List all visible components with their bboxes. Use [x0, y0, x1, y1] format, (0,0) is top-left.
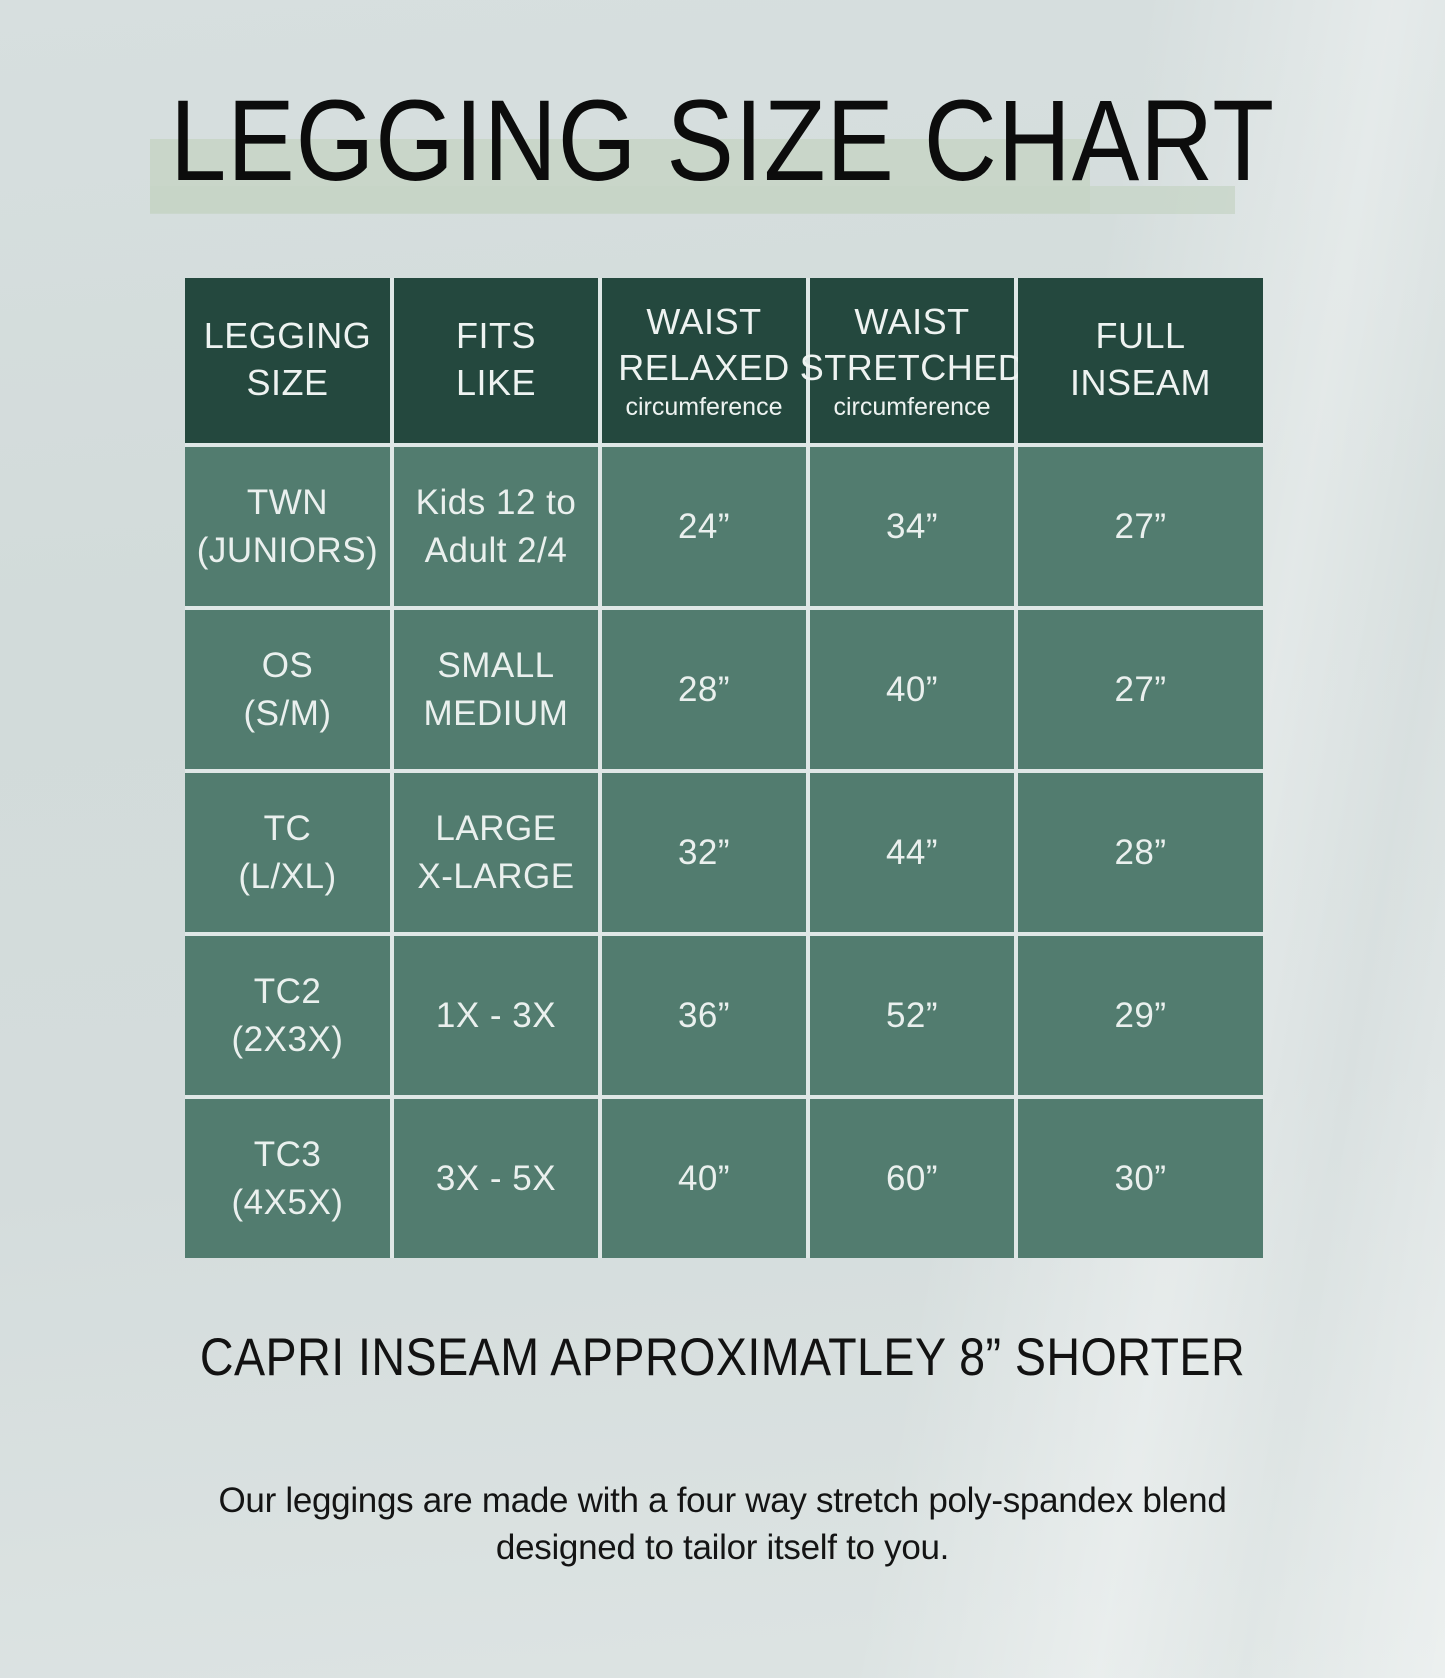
column-header-full-inseam: FULL INSEAM — [1018, 278, 1263, 443]
cell-full-inseam: 29” — [1018, 936, 1263, 1095]
fabric-description: Our leggings are made with a four way st… — [0, 1478, 1445, 1571]
column-header-waist-relaxed: WAIST RELAXED circumference — [602, 278, 806, 443]
column-header-title: FITS LIKE — [455, 315, 537, 403]
cell-waist-relaxed: 36” — [602, 936, 806, 1095]
column-header-title: LEGGING SIZE — [203, 315, 372, 403]
column-header-subtitle: circumference — [625, 393, 783, 422]
cell-full-inseam: 27” — [1018, 447, 1263, 606]
cell-fits-like: SMALL MEDIUM — [394, 610, 598, 769]
capri-inseam-note: CAPRI INSEAM APPROXIMATLEY 8” SHORTER — [199, 1328, 1246, 1387]
cell-fits-like: 3X - 5X — [394, 1099, 598, 1258]
column-header-legging-size: LEGGING SIZE — [185, 278, 390, 443]
cell-waist-stretched: 40” — [810, 610, 1014, 769]
column-header-title: WAIST STRETCHED — [799, 301, 1025, 389]
title-section: LEGGING SIZE CHART — [0, 0, 1445, 240]
cell-legging-size: TC3 (4X5X) — [185, 1099, 390, 1258]
cell-waist-stretched: 34” — [810, 447, 1014, 606]
cell-full-inseam: 27” — [1018, 610, 1263, 769]
cell-waist-stretched: 60” — [810, 1099, 1014, 1258]
column-header-subtitle: circumference — [833, 393, 991, 422]
column-header-fits-like: FITS LIKE — [394, 278, 598, 443]
cell-legging-size: TWN (JUNIORS) — [185, 447, 390, 606]
cell-full-inseam: 30” — [1018, 1099, 1263, 1258]
cell-fits-like: LARGE X-LARGE — [394, 773, 598, 932]
page-title: LEGGING SIZE CHART — [170, 77, 1275, 205]
cell-full-inseam: 28” — [1018, 773, 1263, 932]
legging-size-table: LEGGING SIZE FITS LIKE WAIST RELAXED cir… — [185, 278, 1263, 1258]
cell-waist-stretched: 52” — [810, 936, 1014, 1095]
cell-waist-relaxed: 32” — [602, 773, 806, 932]
cell-waist-relaxed: 40” — [602, 1099, 806, 1258]
cell-waist-stretched: 44” — [810, 773, 1014, 932]
cell-fits-like: Kids 12 to Adult 2/4 — [394, 447, 598, 606]
column-header-waist-stretched: WAIST STRETCHED circumference — [800, 278, 1024, 443]
cell-legging-size: OS (S/M) — [185, 610, 390, 769]
cell-legging-size: TC2 (2X3X) — [185, 936, 390, 1095]
cell-waist-relaxed: 28” — [602, 610, 806, 769]
column-header-title: WAIST RELAXED — [618, 301, 790, 389]
title-highlight-band-extension — [150, 186, 1235, 214]
column-header-title: FULL INSEAM — [1069, 315, 1212, 403]
fabric-description-line2: designed to tailor itself to you. — [495, 1527, 950, 1567]
cell-legging-size: TC (L/XL) — [185, 773, 390, 932]
fabric-description-line1: Our leggings are made with a four way st… — [218, 1481, 1227, 1520]
cell-fits-like: 1X - 3X — [394, 936, 598, 1095]
cell-waist-relaxed: 24” — [602, 447, 806, 606]
